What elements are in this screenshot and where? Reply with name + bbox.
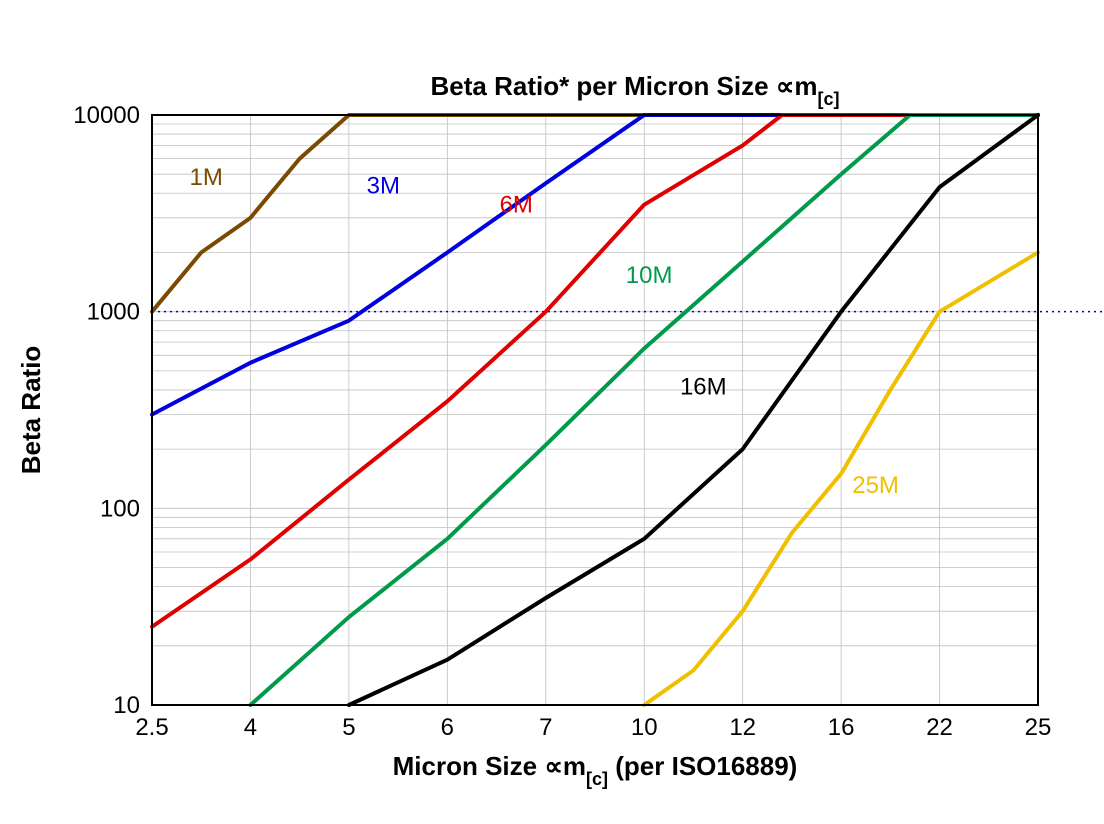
chart-container: 2.5 4 5 6 7 10 12 16 22 25 10 100 1000 10000 1M 3M 6M 10M… [0,0,1104,824]
x-tick-label: 16 [828,714,855,741]
y-axis-title: Beta Ratio [16,346,46,475]
grid [152,115,1038,705]
x-tick-labels: 2.5 4 5 6 7 10 12 16 22 25 [135,714,1051,741]
y-tick-label: 100 [100,495,140,522]
series-line-16m [349,115,1038,705]
series-label-6m: 6M [500,191,533,218]
x-tick-label: 4 [244,714,257,741]
series-label-16m: 16M [680,373,727,400]
series-group [152,115,1038,705]
x-tick-label: 25 [1025,714,1052,741]
y-tick-label: 1000 [87,299,140,326]
x-tick-label: 2.5 [135,714,168,741]
series-label-25m: 25M [852,472,899,499]
x-tick-label: 10 [631,714,658,741]
y-tick-labels: 10 100 1000 10000 [73,102,140,719]
x-tick-label: 22 [926,714,953,741]
series-label-3m: 3M [367,172,400,199]
chart-title: Beta Ratio* per Micron Size ∝m[c] [431,71,840,109]
x-tick-label: 6 [441,714,454,741]
series-label-10m: 10M [626,262,673,289]
series-label-1m: 1M [189,164,222,191]
x-tick-label: 7 [539,714,552,741]
y-tick-label: 10000 [73,102,140,129]
x-tick-label: 12 [729,714,756,741]
plot-border [152,115,1038,705]
x-axis-title: Micron Size ∝m[c] (per ISO16889) [393,751,798,789]
series-line-1m [152,115,1038,312]
x-tick-label: 5 [342,714,355,741]
y-tick-label: 10 [113,692,140,719]
beta-ratio-chart: 2.5 4 5 6 7 10 12 16 22 25 10 100 1000 10000 1M 3M 6M 10M… [0,0,1104,824]
